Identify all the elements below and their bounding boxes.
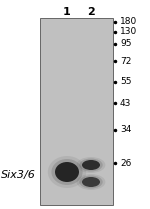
Ellipse shape [82,177,100,187]
Text: 55: 55 [120,78,132,87]
Text: 1: 1 [63,7,71,17]
Ellipse shape [79,176,103,189]
Ellipse shape [79,158,103,172]
Ellipse shape [82,160,100,170]
Text: Six3/6: Six3/6 [1,170,35,180]
Ellipse shape [77,174,105,190]
Text: 2: 2 [87,7,95,17]
Ellipse shape [55,162,79,182]
Text: 72: 72 [120,56,131,65]
Ellipse shape [48,156,86,188]
Text: 95: 95 [120,40,132,48]
Bar [40,18,113,205]
Text: 180: 180 [120,18,137,27]
Text: 34: 34 [120,125,131,135]
Text: 130: 130 [120,28,137,37]
Text: 26: 26 [120,158,131,167]
Ellipse shape [77,157,105,173]
Text: 43: 43 [120,98,131,107]
Ellipse shape [51,159,83,185]
